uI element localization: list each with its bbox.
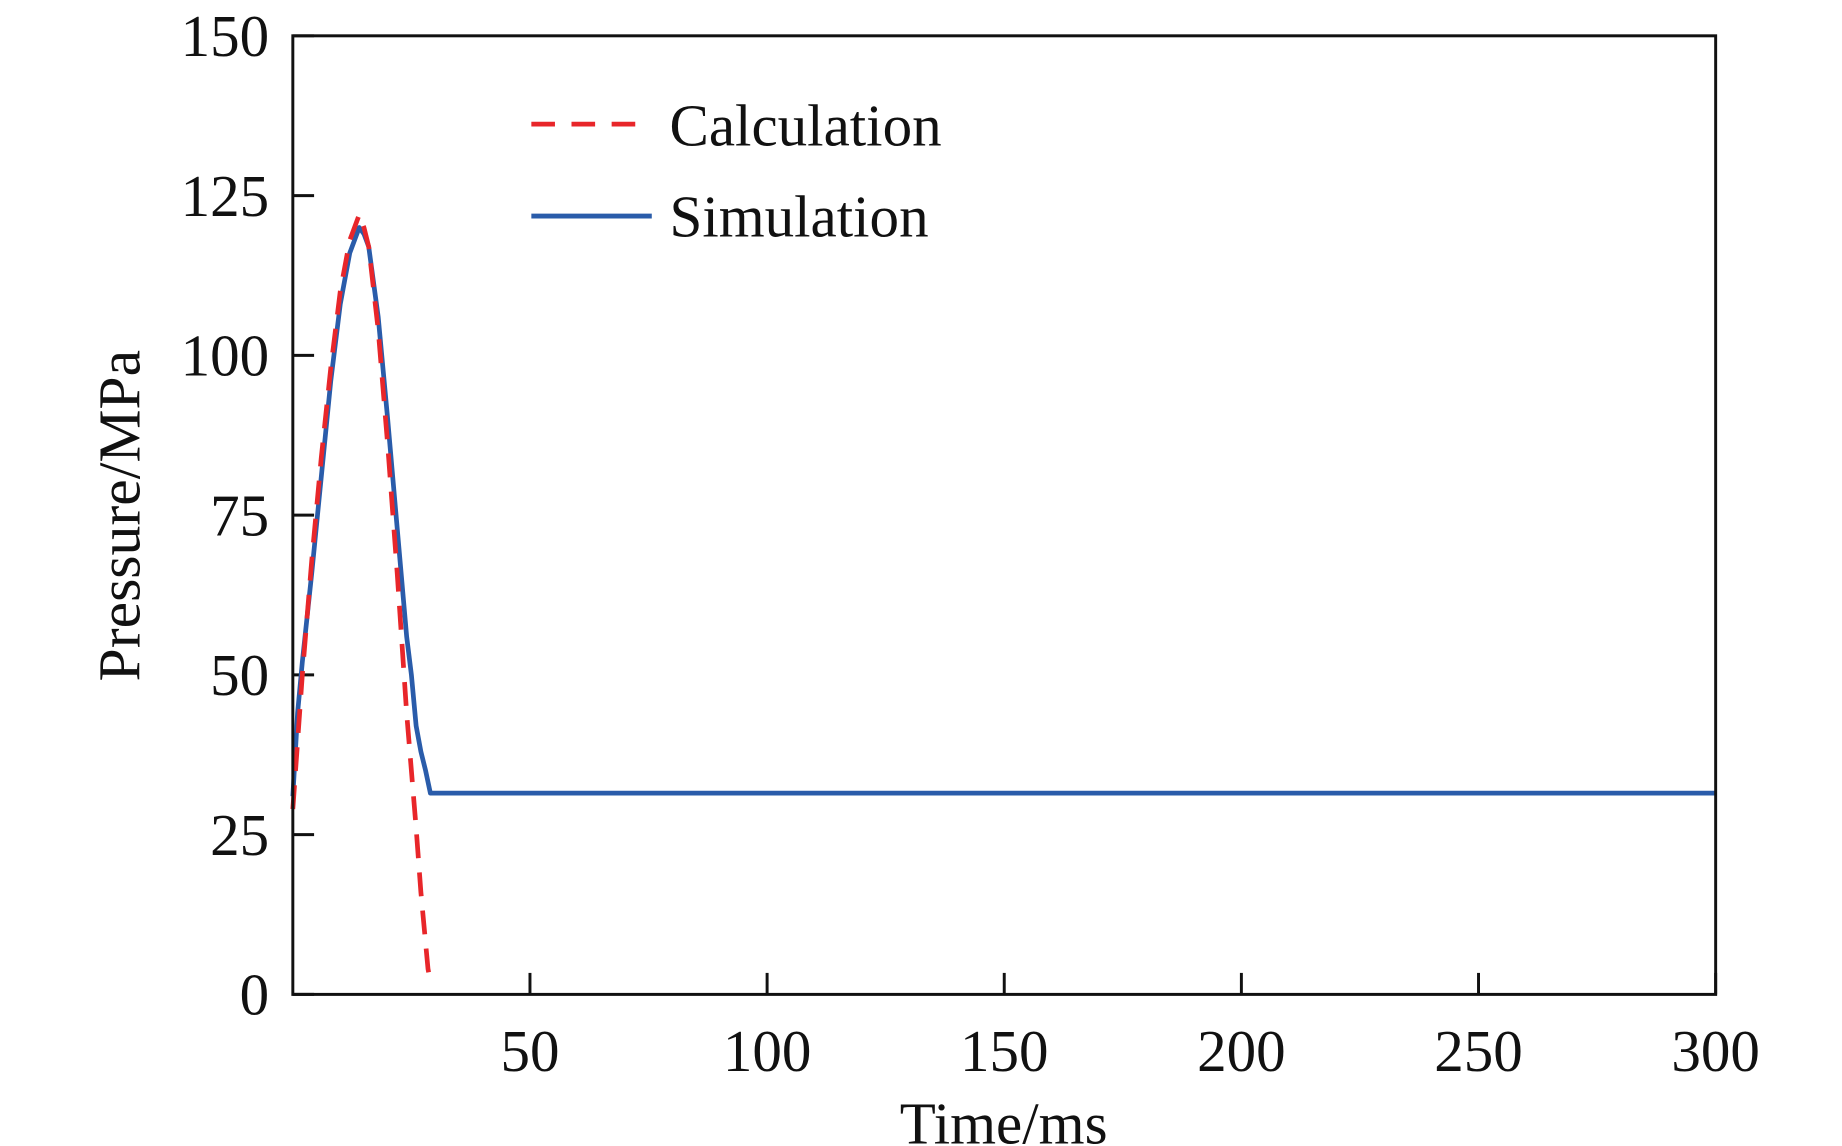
- y-tick-label: 125: [181, 163, 270, 229]
- y-tick-label: 0: [240, 961, 270, 1027]
- x-tick-label: 50: [500, 1018, 559, 1084]
- y-tick-label: 100: [181, 322, 270, 388]
- x-tick-label: 200: [1197, 1018, 1286, 1084]
- x-tick-label: 100: [723, 1018, 812, 1084]
- series-simulation: [290, 225, 1716, 797]
- legend-label-calculation: Calculation: [669, 92, 941, 158]
- y-tick-label: 75: [210, 482, 269, 548]
- x-tick-label: 150: [960, 1018, 1049, 1084]
- y-tick-label: 50: [210, 642, 269, 708]
- x-axis-label: Time/ms: [900, 1090, 1108, 1146]
- legend-label-simulation: Simulation: [669, 183, 928, 249]
- y-axis-label: Pressure/MPa: [87, 350, 153, 682]
- plot-frame: [291, 34, 1718, 996]
- y-tick-label: 25: [210, 802, 269, 868]
- y-tick-label: 150: [181, 3, 270, 69]
- x-tick-label: 250: [1434, 1018, 1523, 1084]
- x-tick-label: 300: [1671, 1018, 1760, 1084]
- series-calculation: [290, 212, 433, 983]
- legend: Calculation Simulation: [531, 92, 942, 249]
